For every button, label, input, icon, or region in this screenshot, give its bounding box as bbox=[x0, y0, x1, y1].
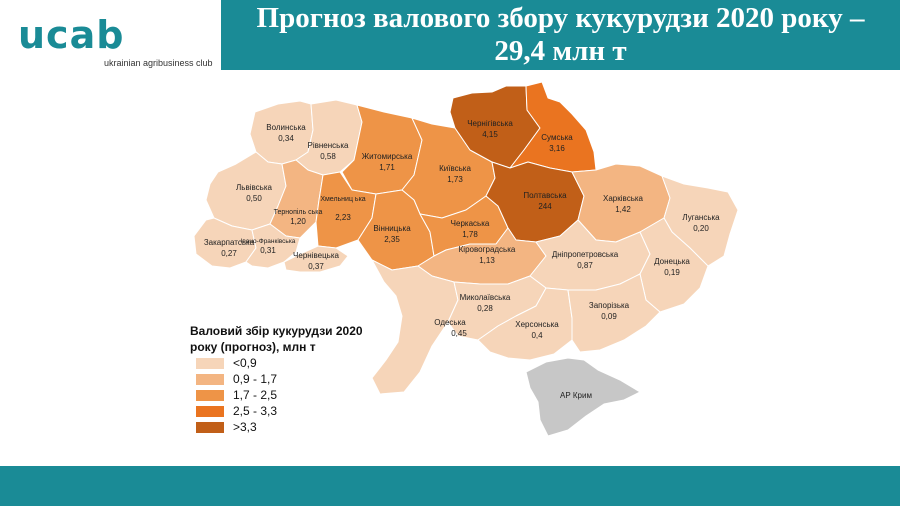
legend-swatch bbox=[196, 358, 224, 369]
region-odeska bbox=[371, 259, 459, 395]
label-volynska-name: Волинська bbox=[266, 123, 306, 132]
legend-title-line1: Валовий збір кукурудзи 2020 bbox=[190, 324, 363, 338]
label-luhanska-value: 0,20 bbox=[693, 224, 709, 233]
label-ivano-frankivska-name: Івано-Франківська bbox=[241, 237, 296, 245]
legend-item: 0,9 - 1,7 bbox=[190, 372, 390, 387]
page-title-line1: Прогноз валового збору кукурудзи 2020 ро… bbox=[256, 2, 865, 34]
label-poltavska-value: 244 bbox=[538, 202, 552, 211]
label-vinnytska-name: Вінницька bbox=[373, 224, 411, 233]
label-ivano-frankivska-value: 0,31 bbox=[260, 246, 276, 255]
legend-item: <0,9 bbox=[190, 356, 390, 371]
legend-label: 1,7 - 2,5 bbox=[233, 388, 278, 402]
label-zakarpatska-value: 0,27 bbox=[221, 249, 237, 258]
label-lvivska-name: Львівська bbox=[236, 183, 272, 192]
legend-item: 1,7 - 2,5 bbox=[190, 388, 390, 403]
label-mykolaivska-name: Миколаївська bbox=[460, 293, 511, 302]
label-dnipropetrovska-value: 0,87 bbox=[577, 261, 593, 270]
label-zaporizka-name: Запорізька bbox=[589, 301, 630, 310]
title-banner: Прогноз валового збору кукурудзи 2020 ро… bbox=[221, 0, 900, 70]
label-rivnenska-value: 0,58 bbox=[320, 152, 336, 161]
label-kirovohradska-value: 1,13 bbox=[479, 256, 495, 265]
region-ternopilska bbox=[269, 159, 324, 239]
label-crimea-name: АР Крим bbox=[560, 391, 592, 400]
label-sumska-value: 3,16 bbox=[549, 144, 565, 153]
label-chernihivska-name: Чернігівська bbox=[467, 119, 513, 128]
ucab-logo: ucab ukrainian agribusiness club bbox=[18, 14, 218, 74]
label-kirovohradska-name: Кіровоградська bbox=[459, 245, 516, 254]
label-sumska-name: Сумська bbox=[541, 133, 573, 142]
label-odeska-name: Одеська bbox=[434, 318, 466, 327]
label-vinnytska-value: 2,35 bbox=[384, 235, 400, 244]
region-crimea bbox=[525, 357, 641, 437]
label-odeska-value: 0,45 bbox=[451, 329, 467, 338]
label-chernivetska-value: 0,37 bbox=[308, 262, 324, 271]
legend-label: <0,9 bbox=[233, 356, 257, 370]
legend-label: 0,9 - 1,7 bbox=[233, 372, 278, 386]
label-donetska-name: Донецька bbox=[654, 257, 690, 266]
region-chernivetska bbox=[283, 245, 349, 273]
legend-title: Валовий збір кукурудзи 2020 року (прогно… bbox=[190, 323, 390, 355]
label-kyivska-value: 1,73 bbox=[447, 175, 463, 184]
label-khmelnytska-name: Хмельниц ька bbox=[320, 196, 365, 203]
label-poltavska-name: Полтавська bbox=[523, 191, 567, 200]
label-kharkivska-value: 1,42 bbox=[615, 205, 631, 214]
label-khmelnytska-value: 2,23 bbox=[335, 213, 351, 222]
label-lvivska-value: 0,50 bbox=[246, 194, 262, 203]
label-khersonska-value: 0,4 bbox=[531, 331, 543, 340]
label-chernivetska-name: Чернівецька bbox=[293, 251, 339, 260]
label-khersonska-name: Херсонська bbox=[515, 320, 559, 329]
region-zaporizka bbox=[567, 273, 661, 353]
label-zaporizka-value: 0,09 bbox=[601, 312, 617, 321]
label-cherkaska-name: Черкаська bbox=[451, 219, 490, 228]
legend-swatch bbox=[196, 406, 224, 417]
label-rivnenska-name: Рівненська bbox=[308, 141, 349, 150]
label-chernihivska-value: 4,15 bbox=[482, 130, 498, 139]
label-zhytomyrska-name: Житомирська bbox=[362, 152, 413, 161]
label-dnipropetrovska-name: Дніпропетровська bbox=[552, 250, 619, 259]
label-ternopilska-name: Тернопіль ська bbox=[274, 208, 323, 216]
label-ternopilska-value: 1,20 bbox=[290, 217, 306, 226]
ukraine-map: Волинська 0,34 Рівненська 0,58 Житомирсь… bbox=[193, 81, 739, 437]
label-volynska-value: 0,34 bbox=[278, 134, 294, 143]
legend: Валовий збір кукурудзи 2020 року (прогно… bbox=[190, 323, 390, 435]
label-cherkaska-value: 1,78 bbox=[462, 230, 478, 239]
page-title-line2: 29,4 млн т bbox=[494, 35, 627, 67]
label-mykolaivska-value: 0,28 bbox=[477, 304, 493, 313]
legend-item: >3,3 bbox=[190, 420, 390, 435]
legend-label: 2,5 - 3,3 bbox=[233, 404, 278, 418]
page-title: Прогноз валового збору кукурудзи 2020 ро… bbox=[221, 2, 900, 68]
label-luhanska-name: Луганська bbox=[682, 213, 720, 222]
label-kyivska-name: Київська bbox=[439, 164, 471, 173]
footer-bar bbox=[0, 466, 900, 506]
label-kharkivska-name: Харківська bbox=[603, 194, 644, 203]
logo-subtitle: ukrainian agribusiness club bbox=[104, 58, 213, 68]
logo-wordmark: ucab bbox=[18, 13, 125, 57]
label-zakarpatska-name: Закарпатська bbox=[204, 238, 255, 247]
label-donetska-value: 0,19 bbox=[664, 268, 680, 277]
legend-title-line2: року (прогноз), млн т bbox=[190, 340, 316, 354]
region-donetska bbox=[639, 217, 709, 313]
legend-label: >3,3 bbox=[233, 420, 257, 434]
legend-swatch bbox=[196, 422, 224, 433]
legend-swatch bbox=[196, 390, 224, 401]
legend-swatch bbox=[196, 374, 224, 385]
label-zhytomyrska-value: 1,71 bbox=[379, 163, 395, 172]
legend-item: 2,5 - 3,3 bbox=[190, 404, 390, 419]
